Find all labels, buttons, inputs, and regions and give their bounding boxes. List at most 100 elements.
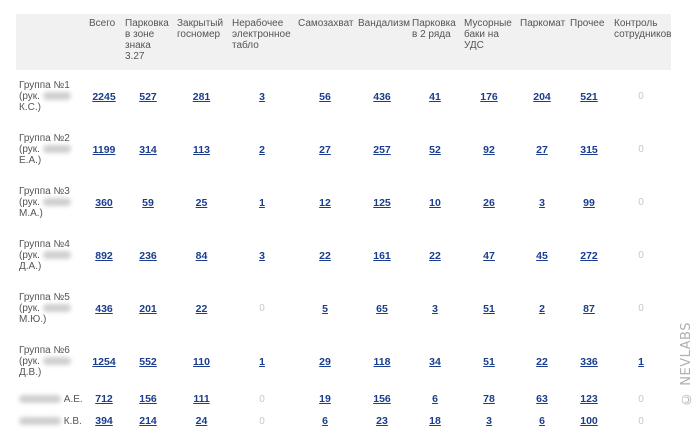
count-link[interactable]: 27	[536, 143, 548, 156]
count-link[interactable]: 314	[139, 143, 157, 156]
count-link[interactable]: 10	[429, 196, 441, 209]
count-link[interactable]: 272	[580, 249, 598, 262]
count-link[interactable]: 257	[373, 143, 391, 156]
count-link[interactable]: 6	[539, 415, 545, 427]
count-link[interactable]: 25	[195, 196, 208, 209]
count-link[interactable]: 78	[483, 393, 495, 405]
count-link[interactable]: 12	[319, 196, 331, 209]
value-cell: 12	[295, 176, 355, 229]
count-link[interactable]: 125	[373, 196, 391, 209]
count-link[interactable]: 99	[583, 196, 595, 209]
leader-initials: К.С.)	[19, 102, 41, 113]
count-link[interactable]: 3	[539, 196, 545, 209]
count-link[interactable]: 204	[533, 90, 551, 103]
count-link[interactable]: 201	[139, 302, 157, 315]
value-cell: 56	[295, 70, 355, 123]
count-link[interactable]: 63	[536, 393, 548, 405]
count-link[interactable]: 52	[429, 143, 441, 156]
leader-prefix: (рук.	[19, 250, 40, 261]
count-link[interactable]: 336	[580, 355, 598, 368]
value-cell: 436	[86, 282, 122, 335]
column-header: Паркомат	[517, 14, 567, 70]
count-link[interactable]: 47	[483, 249, 495, 262]
count-link[interactable]: 51	[483, 302, 495, 315]
count-link[interactable]: 3	[486, 415, 492, 427]
count-link[interactable]: 436	[373, 90, 391, 103]
table-body: Группа №1 (рук. К.С.) 2245 527 281 3 56 436 41 17…	[16, 70, 671, 432]
count-link[interactable]: 281	[192, 90, 211, 103]
count-link[interactable]: 111	[193, 393, 210, 405]
redacted-surname	[42, 92, 71, 101]
count-link[interactable]: 59	[142, 196, 154, 209]
count-link[interactable]: 892	[95, 249, 113, 262]
count-link[interactable]: 3	[432, 302, 438, 315]
count-link[interactable]: 521	[580, 90, 598, 103]
value-cell: 3	[461, 410, 517, 432]
count-link[interactable]: 18	[429, 415, 441, 427]
count-link[interactable]: 5	[322, 302, 328, 315]
count-link[interactable]: 712	[95, 393, 113, 405]
count-link[interactable]: 527	[139, 90, 157, 103]
count-link[interactable]: 65	[376, 302, 388, 315]
table-row: Группа №4 (рук. Д.А.) 892 236 84 3 22 161 22 47 45…	[16, 229, 671, 282]
leader-prefix: (рук.	[19, 91, 40, 102]
count-link[interactable]: 22	[195, 302, 208, 315]
value-cell: 394	[86, 410, 122, 432]
count-link[interactable]: 236	[139, 249, 157, 262]
value-cell: 2	[229, 123, 295, 176]
count-link[interactable]: 176	[480, 90, 498, 103]
count-link[interactable]: 6	[432, 393, 438, 405]
count-link[interactable]: 118	[373, 355, 391, 368]
count-link[interactable]: 3	[259, 90, 265, 103]
count-link[interactable]: 161	[373, 249, 391, 262]
count-link[interactable]: 394	[95, 415, 113, 427]
column-header: Всего	[86, 14, 122, 70]
value-cell: 0	[611, 176, 671, 229]
count-link[interactable]: 123	[580, 393, 598, 405]
count-link[interactable]: 27	[319, 143, 331, 156]
count-link[interactable]: 22	[429, 249, 441, 262]
count-link[interactable]: 3	[259, 249, 265, 262]
count-link[interactable]: 22	[319, 249, 331, 262]
count-link[interactable]: 29	[319, 355, 331, 368]
count-link[interactable]: 552	[139, 355, 157, 368]
count-link[interactable]: 1	[638, 355, 644, 368]
count-link[interactable]: 113	[193, 143, 210, 156]
value-cell: 0	[229, 282, 295, 335]
count-link[interactable]: 315	[580, 143, 598, 156]
count-link[interactable]: 1	[259, 355, 265, 368]
count-link[interactable]: 41	[429, 90, 441, 103]
count-link[interactable]: 6	[322, 415, 328, 427]
count-link[interactable]: 19	[319, 393, 331, 405]
value-cell: 712	[86, 388, 122, 410]
value-cell: 2245	[86, 70, 122, 123]
count-link[interactable]: 92	[483, 143, 495, 156]
count-link[interactable]: 1254	[92, 355, 116, 368]
count-link[interactable]: 214	[139, 415, 157, 427]
count-link[interactable]: 2245	[92, 90, 116, 103]
count-link[interactable]: 100	[580, 415, 598, 427]
count-link[interactable]: 26	[483, 196, 495, 209]
count-link[interactable]: 87	[583, 302, 595, 315]
count-link[interactable]: 2	[539, 302, 545, 315]
count-link[interactable]: 360	[95, 196, 113, 209]
count-link[interactable]: 34	[429, 355, 441, 368]
count-link[interactable]: 23	[376, 415, 388, 427]
count-link[interactable]: 45	[536, 249, 548, 262]
count-link[interactable]: 110	[193, 355, 210, 368]
count-link[interactable]: 1199	[92, 143, 116, 156]
value-cell: 0	[611, 123, 671, 176]
count-link[interactable]: 84	[195, 249, 208, 262]
group-name: Группа №2	[19, 133, 70, 144]
count-link[interactable]: 1	[259, 196, 265, 209]
value-cell: 360	[86, 176, 122, 229]
count-link[interactable]: 24	[195, 415, 208, 427]
count-link[interactable]: 156	[139, 393, 157, 405]
group-name-cell: Группа №2 (рук. Е.А.)	[16, 123, 86, 176]
count-link[interactable]: 56	[319, 90, 331, 103]
count-link[interactable]: 436	[95, 302, 113, 315]
count-link[interactable]: 51	[483, 355, 495, 368]
count-link[interactable]: 2	[259, 143, 265, 156]
count-link[interactable]: 22	[536, 355, 548, 368]
count-link[interactable]: 156	[373, 393, 391, 405]
